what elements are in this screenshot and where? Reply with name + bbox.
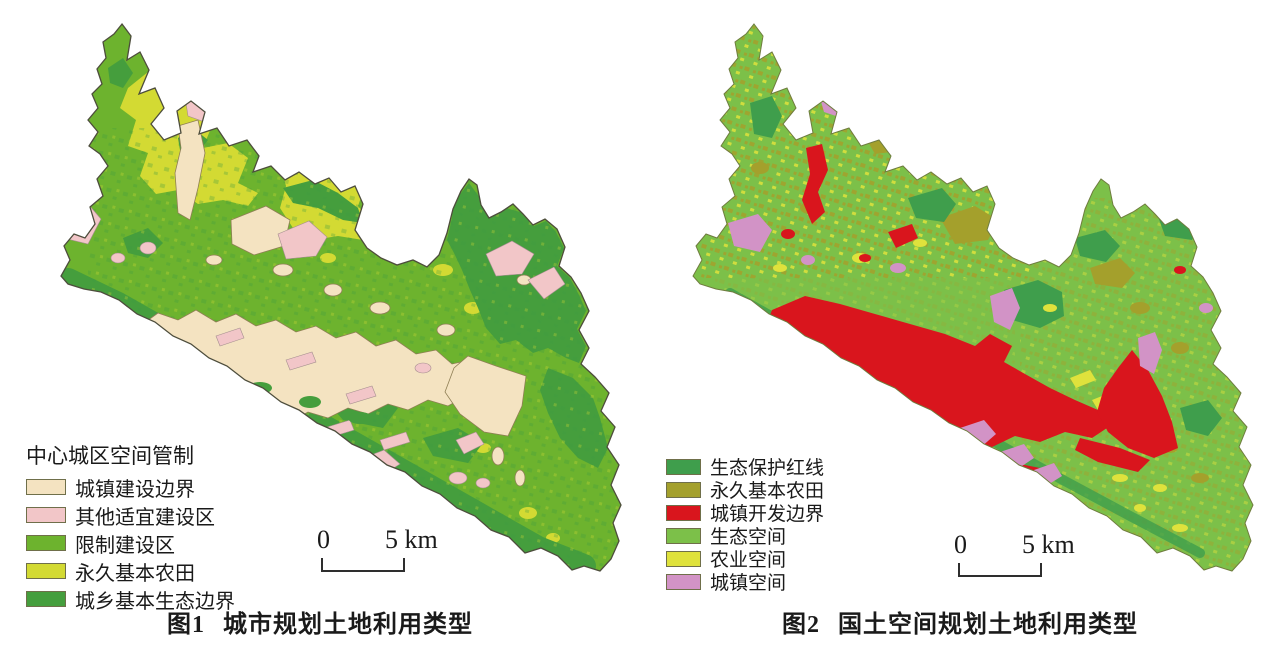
legend-item: 其他适宜建设区 bbox=[26, 501, 276, 529]
legend-item: 城镇开发边界 bbox=[666, 501, 916, 525]
scale-bar: 0 5 km bbox=[940, 531, 1110, 583]
legend-label: 农业空间 bbox=[710, 550, 787, 571]
legend-label: 其他适宜建设区 bbox=[75, 506, 215, 529]
legend-swatch bbox=[26, 479, 66, 495]
legend-label: 永久基本农田 bbox=[75, 562, 195, 585]
zone-eco-protection-redline bbox=[750, 58, 1222, 436]
legend-swatch bbox=[666, 550, 701, 567]
map-territorial-spatial-planning bbox=[692, 23, 1254, 572]
scale-distance-label: 5 km bbox=[385, 525, 438, 554]
figure-title: 城市规划土地利用类型 bbox=[223, 612, 473, 638]
legend-label: 城乡基本生态边界 bbox=[75, 590, 235, 613]
figure2: 生态保护红线 永久基本农田 城镇开发边界 生态空间 农业空间 城镇空间 0 5 … bbox=[640, 0, 1280, 647]
legend-item: 城镇建设边界 bbox=[26, 473, 276, 501]
figure-title: 国土空间规划土地利用类型 bbox=[838, 612, 1138, 638]
legend-figure2: 生态保护红线 永久基本农田 城镇开发边界 生态空间 农业空间 城镇空间 bbox=[666, 455, 916, 594]
figure-number: 图2 bbox=[782, 612, 820, 638]
legend-item: 永久基本农田 bbox=[26, 557, 276, 585]
zone-agriculture-space bbox=[773, 239, 1188, 532]
map-urban-planning bbox=[60, 23, 622, 572]
legend-label: 永久基本农田 bbox=[710, 481, 825, 502]
legend-label: 城镇空间 bbox=[710, 573, 787, 594]
scale-distance-label: 5 km bbox=[1022, 530, 1075, 559]
legend-swatch bbox=[666, 527, 701, 544]
legend-item: 城镇空间 bbox=[666, 570, 916, 594]
legend-label: 城镇开发边界 bbox=[710, 504, 825, 525]
legend-figure1: 中心城区空间管制 城镇建设边界 其他适宜建设区 限制建设区 永久基本农田 城乡基… bbox=[26, 443, 276, 613]
legend-title: 中心城区空间管制 bbox=[26, 444, 194, 468]
scale-bar: 0 5 km bbox=[303, 526, 473, 578]
legend-item: 农业空间 bbox=[666, 547, 916, 571]
legend-label: 城镇建设边界 bbox=[75, 478, 195, 501]
legend-label: 生态保护红线 bbox=[710, 458, 825, 479]
legend-item: 城乡基本生态边界 bbox=[26, 585, 276, 613]
legend-swatch bbox=[666, 573, 701, 590]
figure-number: 图1 bbox=[167, 612, 205, 638]
scale-zero-label: 0 bbox=[317, 525, 330, 554]
legend-label: 限制建设区 bbox=[75, 534, 175, 557]
legend-swatch bbox=[666, 504, 701, 521]
legend-label: 生态空间 bbox=[710, 527, 787, 548]
legend-item: 限制建设区 bbox=[26, 529, 276, 557]
scale-bar-line bbox=[958, 563, 1042, 577]
figure1: 中心城区空间管制 城镇建设边界 其他适宜建设区 限制建设区 永久基本农田 城乡基… bbox=[0, 23, 640, 639]
legend-swatch bbox=[26, 563, 66, 579]
legend-swatch bbox=[666, 481, 701, 498]
legend-item: 永久基本农田 bbox=[666, 478, 916, 502]
legend-swatch bbox=[26, 535, 66, 551]
scale-bar-line bbox=[321, 558, 405, 572]
legend-swatch bbox=[666, 458, 701, 475]
legend-swatch bbox=[26, 591, 66, 607]
legend-item: 生态空间 bbox=[666, 524, 916, 548]
legend-item: 生态保护红线 bbox=[666, 455, 916, 479]
figure1-caption: 图1 城市规划土地利用类型 bbox=[0, 604, 640, 639]
scale-zero-label: 0 bbox=[954, 530, 967, 559]
map-inset-square bbox=[414, 238, 423, 249]
figure2-caption: 图2 国土空间规划土地利用类型 bbox=[640, 604, 1280, 639]
legend-swatch bbox=[26, 507, 66, 523]
